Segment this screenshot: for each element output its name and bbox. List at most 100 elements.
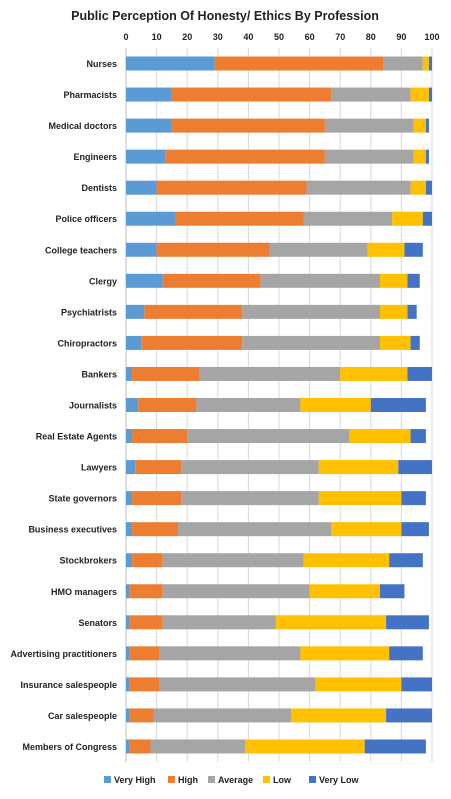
bar-segment [126,335,142,350]
bar-segment [398,460,432,475]
bar-segment [303,211,393,226]
bar-segment [132,366,200,381]
bar-segment [315,677,402,692]
bar-segment [318,460,399,475]
category-label: Chiropractors [57,338,117,348]
bar-segment [135,460,182,475]
legend-label: Average [218,775,253,785]
x-tick-label: 50 [274,32,284,42]
bar-segment [162,615,276,630]
bar-segment [156,180,307,195]
bar-segment [181,491,319,506]
bar-segment [324,118,414,133]
x-tick-label: 40 [243,32,253,42]
bar-segment [132,553,163,568]
bars [126,56,432,754]
bar-segment [401,522,429,537]
bar-segment [425,149,429,164]
bar-segment [132,522,179,537]
bar-segment [126,304,145,319]
bar-segment [404,242,423,257]
category-label: Business executives [28,525,117,535]
category-label: Dentists [81,183,117,193]
bar-segment [389,646,423,661]
bar-segment [126,739,130,754]
bar-segment [291,708,387,723]
category-label: Stockbrokers [59,556,117,566]
bar-segment [171,118,325,133]
bar-segment [383,56,423,71]
bar-segment [413,149,426,164]
bar-segment [144,304,243,319]
bar-segment [126,211,175,226]
bar-segment [260,273,380,288]
legend-swatch [309,776,316,783]
bar-segment [187,429,350,444]
bar-segment [126,429,133,444]
bar-segment [306,180,411,195]
bar-segment [199,366,341,381]
bar-segment [386,615,429,630]
bar-segment [245,739,365,754]
legend-label: Low [273,775,292,785]
bar-segment [162,553,304,568]
category-label: Engineers [73,152,117,162]
legend-swatch [104,776,111,783]
legend: Very High High Average Low Very Low [104,775,360,785]
bar-segment [410,429,426,444]
bar-segment [242,335,380,350]
category-label: Senators [78,618,117,628]
bar-segment [129,677,160,692]
bar-segment [126,242,157,257]
bar-segment [141,335,243,350]
category-label: Members of Congress [22,742,117,752]
bar-segment [126,87,172,102]
bar-segment [126,522,133,537]
x-tick-label: 0 [123,32,128,42]
bar-segment [386,708,432,723]
legend-label: High [178,775,198,785]
bar-segment [379,584,405,599]
bar-segment [331,522,402,537]
bar-segment [126,366,133,381]
legend-swatch [168,776,175,783]
category-label: Medical doctors [48,121,117,131]
category-label: State governors [48,494,117,504]
bar-segment [126,180,157,195]
legend-swatch [208,776,215,783]
category-label: Insurance salespeople [20,680,117,690]
category-label: Lawyers [81,463,117,473]
bar-segment [367,242,405,257]
bar-segment [401,677,432,692]
category-label: Police officers [55,214,117,224]
bar-segment [126,584,130,599]
bar-segment [129,646,160,661]
bar-segment [275,615,387,630]
bar-segment [126,708,130,723]
bar-segment [174,211,304,226]
bar-segment [370,398,426,412]
x-tick-label: 10 [152,32,162,42]
bar-segment [214,56,384,71]
bar-segment [129,584,163,599]
bar-segment [178,522,332,537]
x-tick-label: 60 [305,32,315,42]
bar-segment [126,149,166,164]
x-tick-label: 20 [182,32,192,42]
category-label: Bankers [81,369,117,379]
bar-segment [138,398,197,412]
bar-segment [407,273,420,288]
bar-segment [392,211,423,226]
bar-segment [410,87,429,102]
bar-segment [126,615,130,630]
bar-segment [126,553,133,568]
category-label: Real Estate Agents [36,432,117,442]
bar-segment [413,118,426,133]
x-tick-label: 100 [424,32,439,42]
bar-segment [126,273,163,288]
bar-segment [132,491,182,506]
bar-segment [129,739,151,754]
legend-label: Very High [114,775,156,785]
bar-segment [364,739,426,754]
